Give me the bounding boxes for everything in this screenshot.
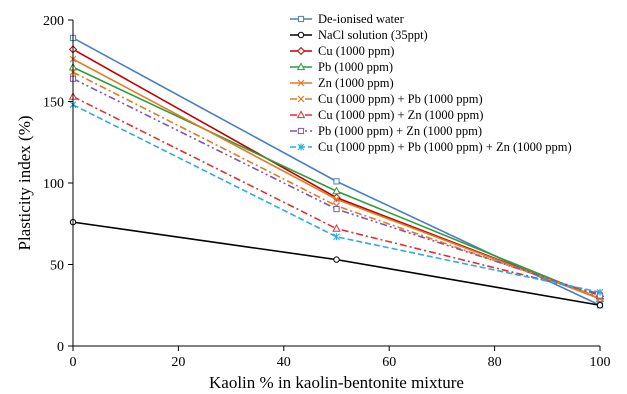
legend-label: Zn (1000 ppm): [318, 76, 394, 90]
axes: 0 20 40 60 80 100 0 50 100 150 200: [43, 14, 611, 370]
y-axis-title: Plasticity index (%): [15, 115, 34, 250]
legend-entry: Cu (1000 ppm) + Pb (1000 ppm): [290, 92, 483, 106]
x-tick-label: 40: [277, 355, 291, 370]
legend-swatch-marker: [296, 46, 306, 56]
plot-area: [68, 34, 605, 309]
legend-label: De-ionised water: [318, 12, 405, 26]
data-point: [333, 195, 340, 203]
legend-entry: Cu (1000 ppm): [290, 44, 394, 58]
series-2: [69, 218, 604, 309]
y-tick-label: 100: [43, 177, 64, 192]
data-point: [333, 205, 340, 213]
legend-swatch-marker: [297, 143, 305, 151]
data-point: [332, 224, 341, 232]
data-point: [596, 288, 604, 296]
data-point: [333, 233, 340, 241]
data-point: [596, 302, 604, 309]
legend-label: Cu (1000 ppm) + Zn (1000 ppm): [318, 108, 483, 122]
legend-entry: Pb (1000 ppm) + Zn (1000 ppm): [290, 124, 482, 138]
x-axis-title: Kaolin % in kaolin-bentonite mixture: [209, 373, 464, 392]
x-tick-label: 60: [382, 355, 396, 370]
y-tick-label: 0: [57, 340, 64, 355]
legend-swatch-marker: [297, 15, 305, 23]
legend-label: Cu (1000 ppm) + Pb (1000 ppm) + Zn (1000…: [318, 140, 572, 154]
legend-entry: Pb (1000 ppm): [290, 60, 393, 74]
legend-entry: Zn (1000 ppm): [290, 76, 394, 90]
x-tick-label: 100: [590, 355, 611, 370]
x-tick-label: 0: [70, 355, 77, 370]
y-tick-label: 200: [43, 14, 64, 29]
legend-entry: De-ionised water: [290, 12, 405, 26]
legend: De-ionised water NaCl solution (35ppt) Cu …: [290, 12, 572, 154]
legend-entry: NaCl solution (35ppt): [290, 28, 428, 42]
legend-swatch-marker: [297, 95, 305, 103]
x-tick-label: 20: [171, 355, 185, 370]
legend-swatch-marker: [297, 127, 305, 135]
data-point: [332, 186, 341, 195]
y-tick-label: 150: [43, 96, 64, 111]
legend-label: Cu (1000 ppm): [318, 44, 394, 58]
legend-label: Pb (1000 ppm): [318, 60, 393, 74]
legend-swatch-marker: [297, 31, 305, 39]
legend-swatch-marker: [297, 79, 305, 87]
legend-label: Pb (1000 ppm) + Zn (1000 ppm): [318, 124, 482, 138]
series-line: [72, 95, 601, 295]
legend-label: NaCl solution (35ppt): [318, 28, 428, 42]
legend-swatch-marker: [296, 110, 306, 119]
legend-entry: Cu (1000 ppm) + Zn (1000 ppm): [290, 108, 483, 122]
legend-swatch-marker: [296, 62, 306, 71]
data-point: [333, 256, 340, 263]
data-point: [333, 178, 340, 185]
legend-label: Cu (1000 ppm) + Pb (1000 ppm): [318, 92, 483, 106]
y-tick-label: 50: [50, 259, 64, 274]
x-tick-label: 80: [488, 355, 502, 370]
legend-entry: Cu (1000 ppm) + Pb (1000 ppm) + Zn (1000…: [290, 140, 572, 154]
